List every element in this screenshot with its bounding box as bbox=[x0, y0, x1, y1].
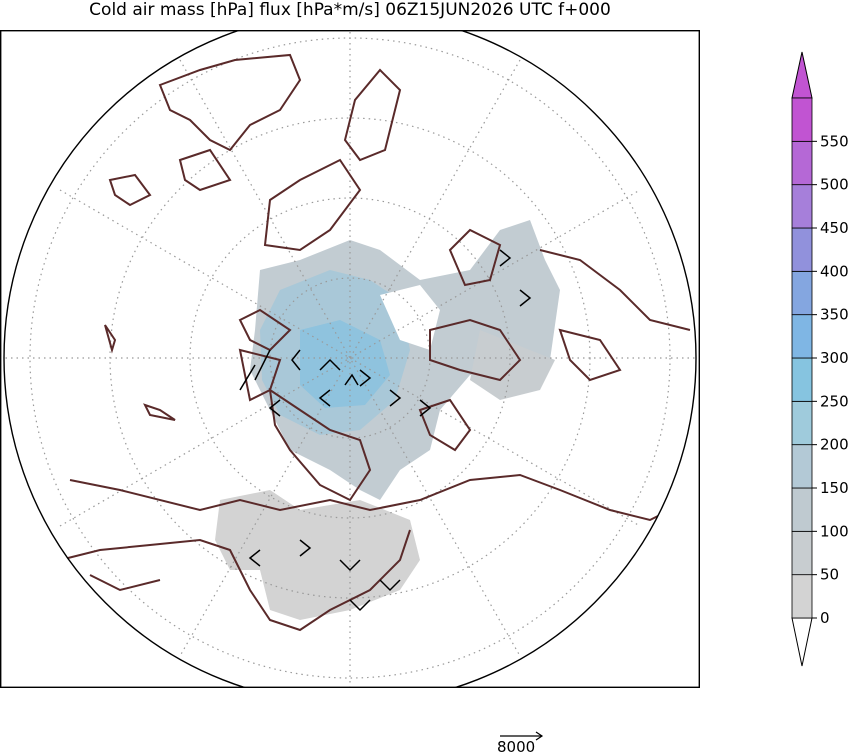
colorbar-tick-label: 50 bbox=[820, 566, 839, 584]
colorbar-over-triangle bbox=[791, 51, 813, 99]
colorbar-tick-label: 0 bbox=[820, 609, 830, 627]
colorbar: 0 50 100 150 200 250 300 350 400 450 500 550 bbox=[791, 51, 848, 667]
colorbar-cell bbox=[791, 357, 813, 402]
colorbar-tick-label: 250 bbox=[820, 392, 848, 410]
colorbar-tick-label: 200 bbox=[820, 436, 848, 454]
colorbar-cell bbox=[791, 444, 813, 489]
colorbar-cell bbox=[791, 140, 813, 186]
flux-vectors bbox=[239, 249, 532, 612]
colorbar-cell bbox=[791, 530, 813, 576]
colorbar-cell bbox=[791, 270, 813, 316]
colorbar-cell bbox=[791, 227, 813, 272]
colorbar-tick-label: 450 bbox=[820, 219, 848, 237]
polar-boundary bbox=[3, 30, 697, 688]
colorbar-tick-label: 550 bbox=[820, 132, 848, 150]
colorbar-cell bbox=[791, 574, 813, 619]
colorbar-cell bbox=[791, 97, 813, 142]
colorbar-tick-label: 350 bbox=[820, 306, 848, 324]
colorbar-under-triangle bbox=[791, 617, 813, 667]
colorbar-tick-label: 150 bbox=[820, 479, 848, 497]
colorbar-labels: 0 50 100 150 200 250 300 350 400 450 500 550 bbox=[812, 132, 848, 627]
vector-key-label: 8000 bbox=[497, 738, 536, 756]
colorbar-tick-label: 300 bbox=[820, 349, 848, 367]
map-title: Cold air mass [hPa] flux [hPa*m/s] 06Z15… bbox=[89, 0, 611, 20]
polar-map bbox=[0, 30, 700, 688]
vector-key-arrow bbox=[500, 731, 544, 741]
colorbar-cells bbox=[791, 51, 813, 667]
coastlines bbox=[59, 53, 691, 632]
cold-air-shading bbox=[215, 220, 560, 620]
colorbar-cell bbox=[791, 400, 813, 446]
colorbar-cell bbox=[791, 487, 813, 532]
colorbar-cell bbox=[791, 184, 813, 229]
colorbar-cell bbox=[791, 314, 813, 359]
colorbar-tick-label: 400 bbox=[820, 262, 848, 280]
colorbar-tick-label: 100 bbox=[820, 522, 848, 540]
colorbar-tick-label: 500 bbox=[820, 176, 848, 194]
map-border bbox=[0, 30, 700, 688]
